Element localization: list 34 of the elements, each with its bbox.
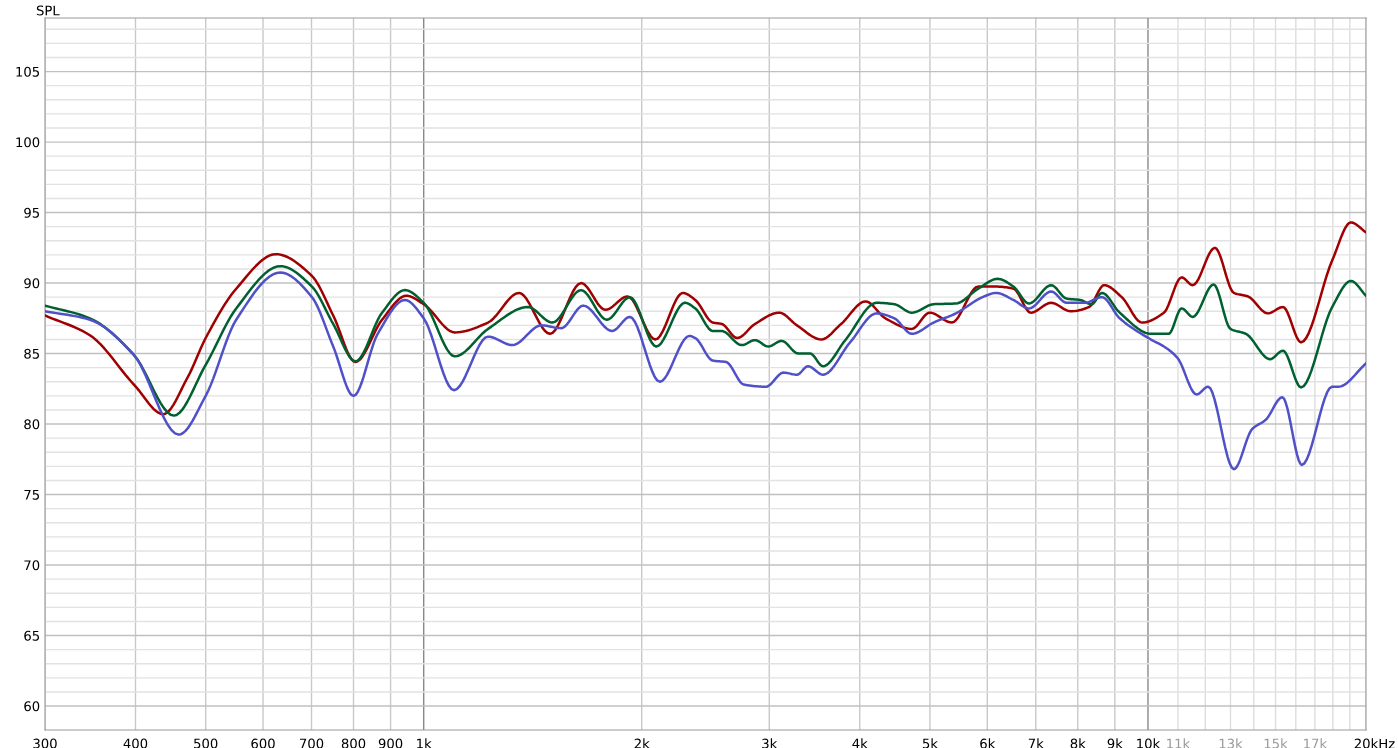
x-tick-label: 800: [341, 738, 366, 748]
x-tick-label: 2k: [634, 738, 650, 748]
y-tick-label: 65: [24, 630, 39, 641]
x-tick-label: 10k: [1137, 738, 1161, 748]
y-tick-label: 95: [24, 207, 39, 218]
x-tick-label: 17k: [1304, 738, 1328, 748]
x-tick-label: 20k: [1354, 738, 1379, 748]
x-tick-label: 600: [251, 738, 275, 748]
x-tick-label: 11k: [1167, 738, 1191, 748]
y-tick-label: 75: [24, 489, 39, 500]
x-tick-label: 3k: [762, 738, 778, 748]
x-tick-label: 700: [300, 738, 324, 748]
x-tick-label: 13k: [1219, 738, 1243, 748]
x-tick-label: 300: [33, 738, 57, 748]
y-axis-title: SPL: [36, 5, 60, 16]
x-tick-label: 4k: [852, 738, 868, 748]
y-tick-label: 85: [24, 348, 39, 359]
y-tick-label: 60: [24, 701, 40, 712]
y-tick-label: 70: [24, 560, 40, 571]
x-tick-label: 7k: [1028, 738, 1044, 748]
x-tick-label: 1k: [417, 738, 432, 748]
x-tick-label: 500: [194, 738, 218, 748]
x-tick-label: 9k: [1107, 738, 1123, 748]
x-axis-title: Hz: [1379, 738, 1395, 748]
x-tick-label: 15k: [1264, 738, 1288, 748]
x-tick-label: 6k: [980, 738, 996, 748]
x-tick-label: 900: [378, 738, 403, 748]
y-tick-label: 90: [24, 278, 40, 289]
x-tick-label: 400: [123, 738, 148, 748]
x-tick-label: 8k: [1070, 738, 1086, 748]
x-tick-label: 5k: [922, 738, 938, 748]
y-tick-label: 105: [16, 66, 39, 77]
y-tick-label: 80: [24, 419, 40, 430]
y-tick-label: 100: [16, 137, 40, 148]
